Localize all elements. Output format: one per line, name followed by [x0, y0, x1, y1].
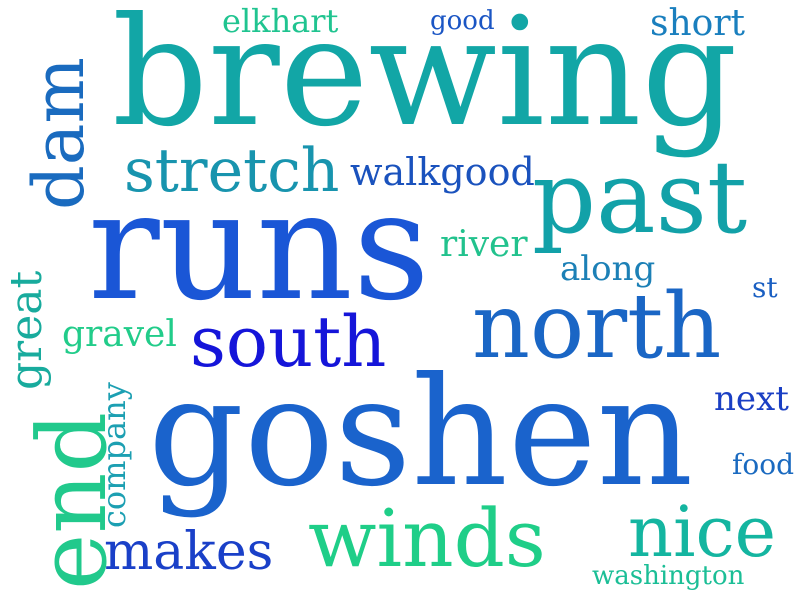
word-walkgood: walkgood [350, 150, 535, 194]
word-stretch: stretch [124, 136, 340, 206]
word-st: st [752, 271, 778, 304]
word-past: past [532, 139, 748, 256]
word-gravel: gravel [62, 314, 177, 355]
word-next: next [714, 379, 789, 419]
word-runs: runs [88, 160, 430, 334]
word-food: food [732, 448, 795, 481]
word-good: good [430, 6, 495, 36]
word-washington: washington [592, 561, 745, 591]
word-brewing: brewing [112, 0, 738, 160]
word-river: river [440, 224, 528, 265]
word-short: short [650, 3, 746, 44]
word-winds: winds [308, 492, 546, 585]
word-north: north [472, 274, 722, 379]
word-company: company [95, 382, 133, 528]
word-goshen: goshen [148, 346, 694, 520]
word-dam: dam [18, 57, 100, 210]
word-nice: nice [628, 491, 777, 573]
word-great: great [1, 270, 52, 390]
word-south: south [190, 301, 387, 383]
word-makes: makes [104, 522, 274, 582]
word-along: along [560, 249, 656, 289]
word-elkhart: elkhart [222, 2, 339, 40]
